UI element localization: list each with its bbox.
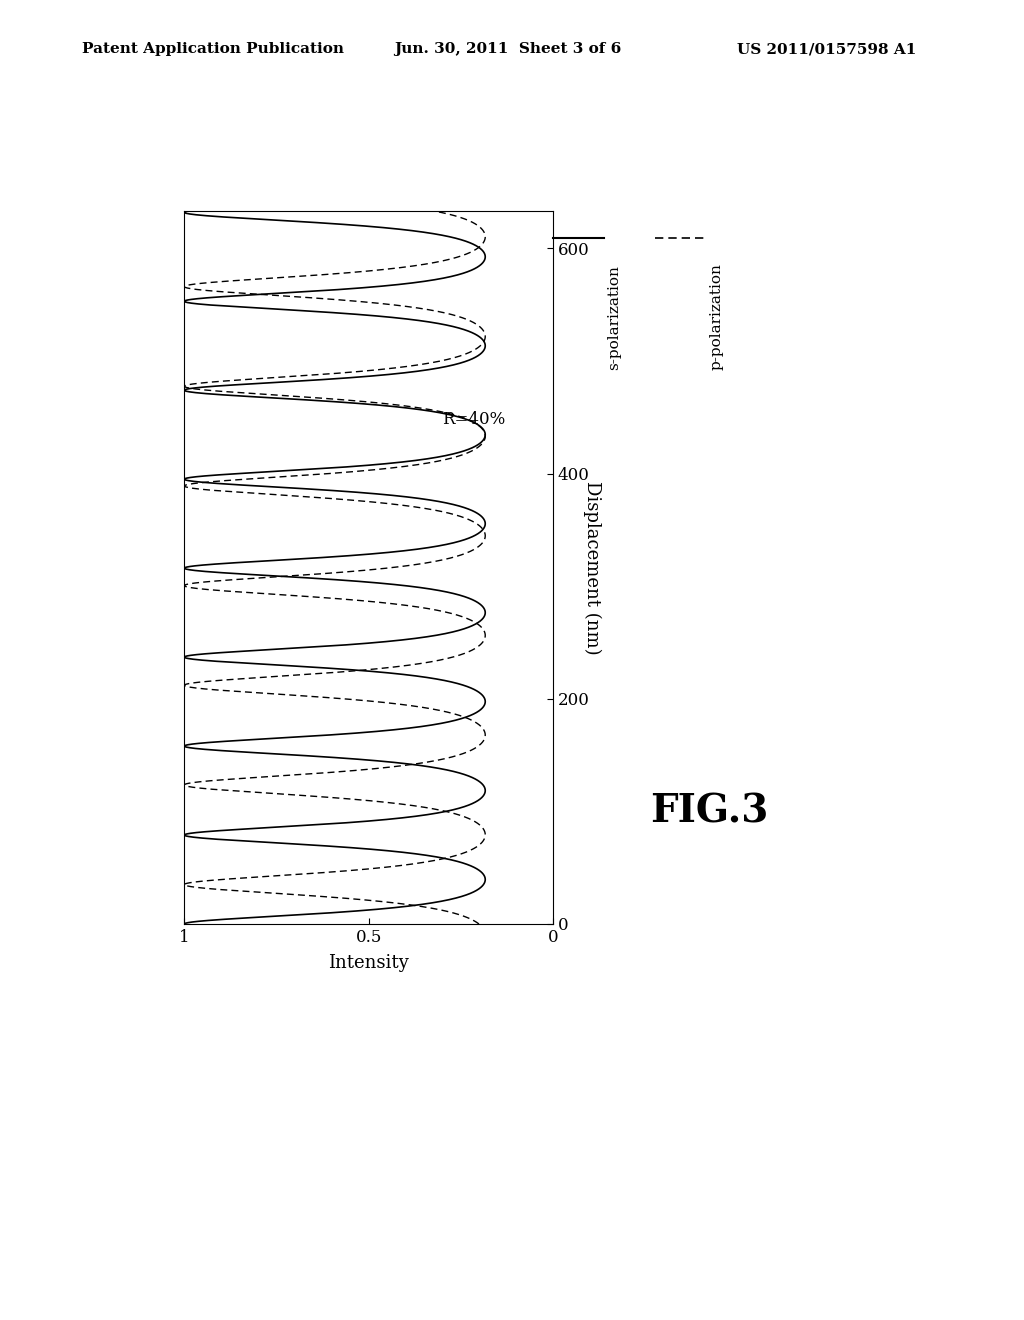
Text: R=40%: R=40%	[442, 411, 506, 428]
X-axis label: Intensity: Intensity	[329, 954, 409, 973]
Text: US 2011/0157598 A1: US 2011/0157598 A1	[737, 42, 916, 57]
Y-axis label: Displacement (nm): Displacement (nm)	[583, 480, 601, 655]
Text: p-polarization: p-polarization	[710, 263, 724, 370]
Text: FIG.3: FIG.3	[650, 793, 769, 830]
Text: Patent Application Publication: Patent Application Publication	[82, 42, 344, 57]
Text: s-polarization: s-polarization	[607, 265, 622, 370]
Text: Jun. 30, 2011  Sheet 3 of 6: Jun. 30, 2011 Sheet 3 of 6	[394, 42, 622, 57]
